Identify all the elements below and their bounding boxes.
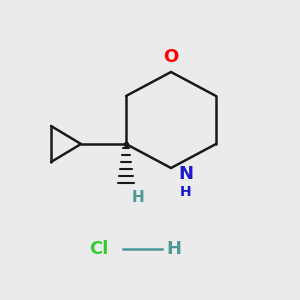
Text: H: H bbox=[132, 190, 144, 206]
Text: H: H bbox=[167, 240, 182, 258]
Text: H: H bbox=[180, 185, 192, 199]
Text: O: O bbox=[164, 48, 178, 66]
Text: Cl: Cl bbox=[89, 240, 109, 258]
Text: N: N bbox=[178, 165, 194, 183]
